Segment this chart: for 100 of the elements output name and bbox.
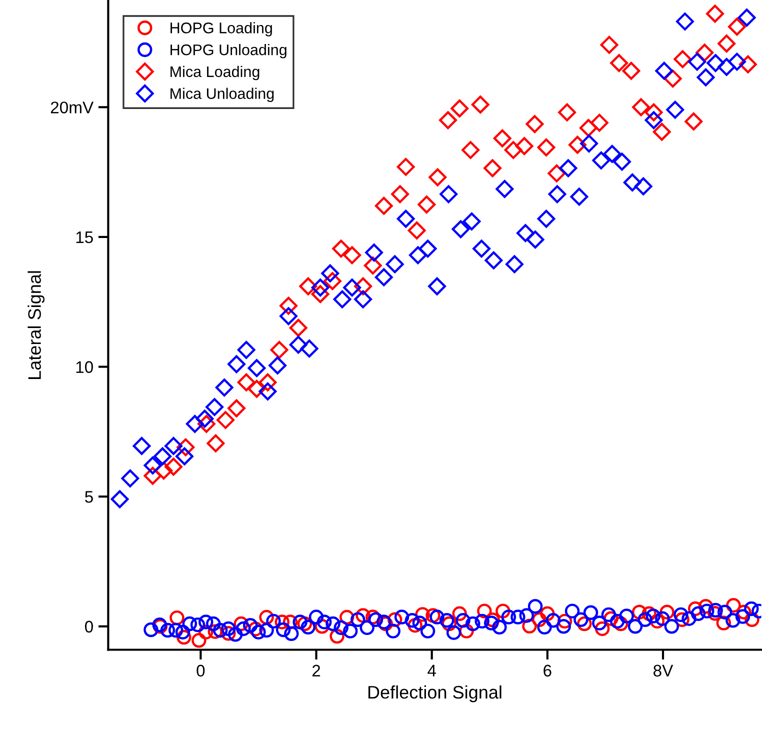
point [655, 62, 674, 80]
point [623, 173, 642, 192]
x-tick-label: 6 [544, 664, 552, 677]
legend-label: Mica Unloading [170, 88, 274, 102]
point [698, 599, 714, 614]
point [644, 111, 663, 130]
point [540, 606, 555, 622]
y-tick-label: 15 [76, 232, 93, 244]
point [736, 604, 752, 620]
point [706, 4, 724, 23]
point [477, 604, 492, 618]
point [696, 44, 714, 62]
point [354, 277, 372, 296]
point [592, 151, 610, 170]
point [452, 606, 467, 622]
point [557, 614, 572, 629]
point [365, 244, 384, 262]
point [537, 138, 556, 156]
point [484, 251, 503, 270]
point [440, 185, 458, 204]
point [471, 96, 490, 114]
point [472, 240, 490, 258]
point [396, 210, 415, 228]
point [506, 255, 524, 274]
point [300, 340, 318, 358]
point [706, 54, 725, 72]
point [237, 373, 256, 392]
point [666, 100, 684, 119]
point [332, 240, 350, 258]
point [374, 268, 393, 286]
point [387, 612, 402, 627]
point [121, 469, 140, 488]
point [289, 336, 308, 354]
point [652, 122, 671, 141]
point [684, 112, 703, 130]
point [577, 616, 592, 632]
point [496, 180, 514, 198]
point [526, 115, 544, 134]
point [366, 610, 380, 624]
point [356, 608, 370, 623]
point [408, 246, 427, 264]
point [613, 616, 628, 632]
point [221, 626, 236, 641]
point [234, 616, 248, 632]
point [154, 447, 172, 466]
legend-label: HOPG Unloading [170, 44, 286, 58]
point [610, 54, 628, 72]
point [604, 611, 618, 626]
point [664, 70, 682, 88]
point [196, 410, 214, 428]
point [696, 68, 715, 86]
point [144, 456, 162, 474]
point [462, 212, 481, 230]
point [216, 411, 234, 429]
point [644, 103, 663, 122]
point [248, 359, 266, 378]
point [676, 12, 694, 30]
x-tick-label: 4 [428, 664, 436, 676]
point [248, 380, 266, 398]
point [274, 614, 290, 630]
point [728, 52, 746, 71]
point [164, 458, 182, 476]
point [228, 399, 246, 418]
point [459, 624, 474, 638]
point [738, 8, 756, 27]
point [343, 246, 362, 264]
point [674, 50, 692, 68]
point [258, 382, 277, 400]
point [176, 447, 194, 466]
point [642, 606, 656, 622]
point [590, 114, 608, 132]
point [496, 604, 510, 618]
point [485, 612, 500, 628]
point [311, 285, 330, 304]
point [632, 604, 647, 620]
point [718, 58, 736, 76]
point [650, 614, 665, 629]
point [418, 196, 436, 214]
point [594, 621, 610, 636]
y-tick-label: 0 [85, 620, 93, 633]
point [228, 355, 246, 374]
legend-label: Mica Loading [170, 66, 260, 80]
point [580, 134, 598, 152]
point [526, 230, 544, 249]
point [280, 296, 298, 315]
legend-label: HOPG Loading [170, 22, 272, 36]
point [428, 168, 447, 186]
point [415, 607, 430, 622]
y-tick-label: 10 [76, 361, 93, 373]
point [622, 62, 640, 80]
point [280, 307, 298, 326]
point [452, 220, 470, 238]
point [192, 633, 206, 648]
point [728, 18, 746, 36]
point [333, 290, 352, 308]
point [311, 278, 330, 297]
point [396, 158, 415, 176]
point [462, 141, 480, 159]
x-tick-label: 2 [312, 664, 320, 676]
point [282, 614, 298, 630]
